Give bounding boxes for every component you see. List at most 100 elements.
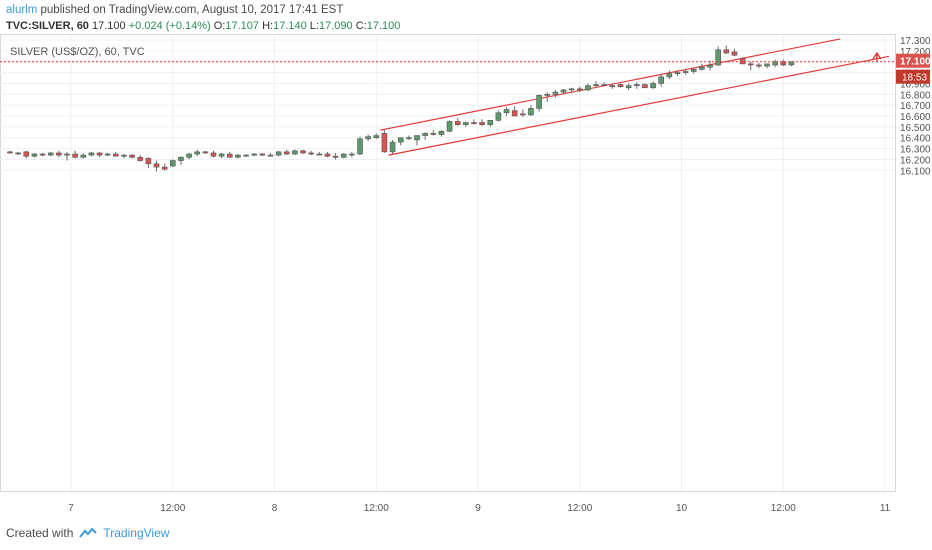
candle bbox=[406, 135, 412, 140]
candle bbox=[682, 69, 689, 75]
candle bbox=[756, 62, 762, 69]
candle-body bbox=[259, 153, 266, 156]
last-price-tag-label: 17.100 bbox=[900, 57, 931, 68]
candle-body bbox=[153, 163, 160, 168]
candle-body bbox=[552, 91, 559, 95]
price-chart[interactable]: SILVER (US$/OZ), 60, TVC 17.30017.20017.… bbox=[0, 34, 932, 520]
candle-body bbox=[463, 122, 469, 126]
candle bbox=[389, 139, 396, 155]
candle-body bbox=[129, 154, 135, 158]
close-value: 17.100 bbox=[366, 20, 401, 32]
tradingview-brand[interactable]: TradingView bbox=[103, 526, 170, 540]
candle-body bbox=[406, 137, 412, 140]
candle bbox=[170, 159, 176, 168]
candle bbox=[568, 87, 575, 94]
y-tick-label: 16.200 bbox=[900, 155, 931, 166]
arrow-head bbox=[872, 51, 882, 60]
candle-body bbox=[739, 58, 746, 65]
candle-body bbox=[324, 153, 331, 157]
open-value: 17.107 bbox=[225, 20, 260, 32]
candle-body bbox=[536, 95, 542, 109]
y-tick-label: 16.900 bbox=[900, 79, 931, 90]
candle bbox=[593, 81, 599, 88]
candle-body bbox=[15, 152, 21, 155]
x-tick-label: 12:00 bbox=[567, 503, 592, 514]
candle-body bbox=[292, 150, 298, 155]
candle-body bbox=[80, 154, 87, 158]
candle-body bbox=[487, 120, 494, 126]
candle bbox=[316, 151, 323, 156]
close-label: C: bbox=[355, 20, 367, 32]
candle-body bbox=[625, 85, 632, 89]
candle bbox=[300, 149, 306, 155]
candle-body bbox=[373, 135, 380, 139]
candle bbox=[373, 133, 380, 139]
author-link[interactable]: alurlm bbox=[6, 4, 38, 16]
candle bbox=[780, 59, 787, 67]
candle-body bbox=[682, 71, 689, 73]
candle bbox=[96, 151, 103, 158]
candle bbox=[275, 150, 282, 157]
candle bbox=[731, 48, 738, 57]
candle-body bbox=[446, 121, 453, 132]
candle-body bbox=[316, 153, 323, 156]
y-axis: 17.30017.20017.10017.00016.90016.80016.7… bbox=[896, 36, 931, 177]
y-tick-label: 16.300 bbox=[900, 145, 931, 156]
low-value: 17.090 bbox=[318, 20, 353, 32]
candle bbox=[707, 60, 713, 71]
candle bbox=[365, 134, 371, 141]
channel-upper-line bbox=[380, 38, 841, 131]
candle-body bbox=[332, 155, 339, 158]
candle bbox=[259, 152, 266, 157]
candle-body bbox=[707, 64, 713, 68]
candle-body bbox=[349, 153, 355, 156]
candle bbox=[536, 94, 542, 112]
candle-body bbox=[764, 63, 770, 67]
candle-body bbox=[666, 73, 673, 78]
y-tick-label: 16.800 bbox=[900, 90, 931, 101]
candle-body bbox=[218, 153, 225, 157]
x-axis: 7 12:00 8 12:00 9 12:00 10 12:00 11 bbox=[68, 503, 890, 514]
candle-body bbox=[756, 64, 762, 67]
candle bbox=[349, 151, 355, 158]
candle bbox=[430, 130, 437, 136]
candle-body bbox=[7, 151, 13, 154]
candle bbox=[7, 150, 13, 155]
candle-body bbox=[145, 158, 152, 165]
candle bbox=[511, 106, 518, 117]
candle bbox=[625, 83, 632, 90]
candle-body bbox=[511, 110, 518, 117]
candle bbox=[601, 82, 608, 86]
candle-body bbox=[479, 122, 485, 126]
candle-body bbox=[568, 88, 575, 91]
candle-body bbox=[283, 151, 290, 155]
candle-body bbox=[243, 154, 249, 157]
low-label: L: bbox=[309, 20, 319, 32]
x-tick-label: 8 bbox=[272, 503, 278, 514]
candle-body bbox=[422, 133, 428, 136]
candle-body bbox=[357, 138, 363, 155]
candle-body bbox=[39, 153, 46, 156]
candle-body bbox=[495, 112, 502, 121]
high-value: 17.140 bbox=[273, 20, 307, 32]
candle bbox=[471, 119, 477, 125]
candle bbox=[666, 70, 673, 80]
candle bbox=[121, 154, 127, 159]
candle bbox=[463, 121, 469, 127]
candle bbox=[15, 151, 21, 156]
candle-body bbox=[161, 166, 168, 170]
candle-body bbox=[365, 136, 371, 140]
candle bbox=[292, 149, 298, 156]
published-text: published on TradingView.com, August 10,… bbox=[40, 4, 344, 16]
candle bbox=[642, 83, 648, 89]
candle bbox=[218, 152, 225, 159]
candle bbox=[56, 150, 62, 158]
candle-body bbox=[340, 153, 347, 158]
candle bbox=[251, 152, 257, 157]
candle-body bbox=[430, 133, 437, 135]
candle-body bbox=[658, 76, 665, 84]
candle-body bbox=[397, 137, 404, 143]
y-tick-label: 16.500 bbox=[900, 123, 931, 134]
channel-lower-line bbox=[388, 55, 890, 156]
ohlc-line: TVC:SILVER, 60 17.100 +0.024 (+0.14%) O:… bbox=[6, 18, 400, 34]
